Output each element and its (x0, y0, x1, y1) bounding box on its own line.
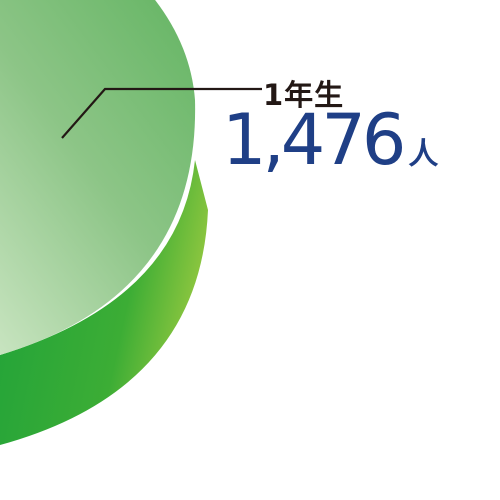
slice-value-number: 1,476 (222, 99, 402, 181)
slice-label-value: 1,476 人 (222, 105, 438, 175)
slice-value-unit: 人 (408, 137, 438, 172)
